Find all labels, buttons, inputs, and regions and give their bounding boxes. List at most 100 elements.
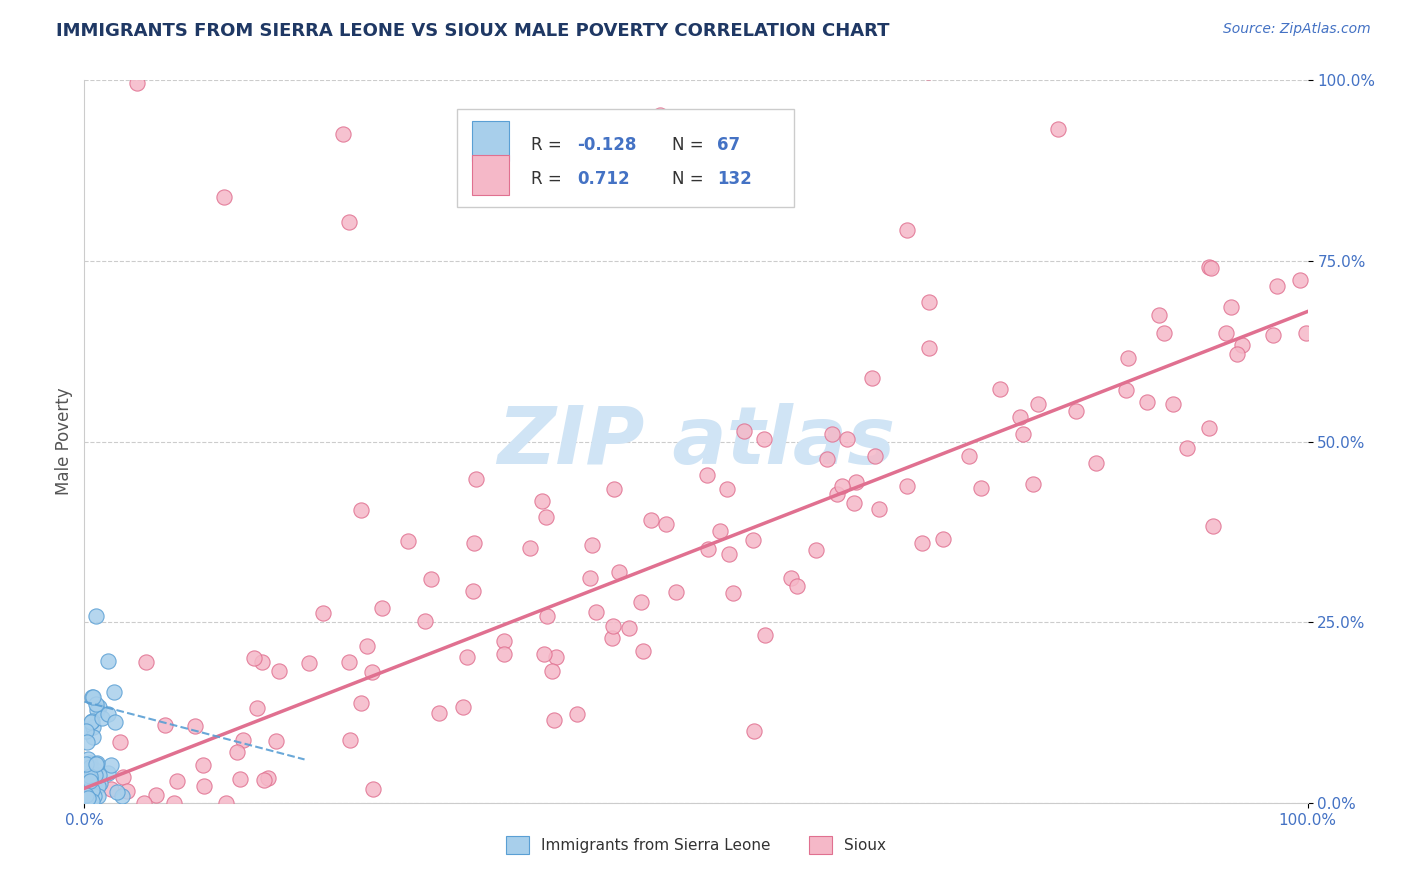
Point xyxy=(79,780,101,794)
Point xyxy=(127,76,149,90)
Point xyxy=(84,609,107,624)
Point xyxy=(860,371,883,385)
Point xyxy=(349,696,371,710)
Point xyxy=(494,648,516,662)
Point xyxy=(145,788,167,802)
Point xyxy=(77,784,100,798)
Point xyxy=(87,780,110,794)
Point xyxy=(831,479,853,493)
Point xyxy=(256,771,278,785)
Point xyxy=(77,780,100,794)
Point xyxy=(77,796,100,810)
Point xyxy=(97,654,120,668)
Point xyxy=(166,774,188,789)
Point xyxy=(1115,383,1137,397)
Point xyxy=(86,789,108,803)
Text: IMMIGRANTS FROM SIERRA LEONE VS SIOUX MALE POVERTY CORRELATION CHART: IMMIGRANTS FROM SIERRA LEONE VS SIOUX MA… xyxy=(56,22,890,40)
Point xyxy=(607,565,630,579)
Point xyxy=(427,706,450,720)
Point xyxy=(1265,279,1288,293)
Point xyxy=(246,700,269,714)
Point xyxy=(1136,395,1159,409)
Point xyxy=(100,758,122,772)
Point xyxy=(696,542,718,557)
Point xyxy=(579,572,602,586)
Point xyxy=(1046,121,1069,136)
Text: 0.712: 0.712 xyxy=(578,170,630,188)
Point xyxy=(361,665,384,680)
Point xyxy=(780,571,803,585)
Point xyxy=(845,475,868,489)
Point xyxy=(581,538,603,552)
Point xyxy=(1153,326,1175,341)
Point xyxy=(1198,421,1220,435)
Point xyxy=(153,718,176,732)
Point xyxy=(536,609,558,624)
Point xyxy=(75,762,97,776)
Point xyxy=(97,765,120,780)
Point xyxy=(752,432,775,446)
Point xyxy=(96,706,118,721)
Point xyxy=(786,579,808,593)
Text: Source: ZipAtlas.com: Source: ZipAtlas.com xyxy=(1223,22,1371,37)
Point xyxy=(602,619,624,633)
Point xyxy=(75,791,97,805)
Point xyxy=(1220,300,1243,314)
Point xyxy=(80,690,103,705)
Point xyxy=(76,735,98,749)
Point xyxy=(312,607,335,621)
Text: R =: R = xyxy=(531,136,567,154)
Point xyxy=(544,649,567,664)
Point xyxy=(104,715,127,730)
Point xyxy=(633,644,655,658)
Point xyxy=(82,720,104,734)
Text: N =: N = xyxy=(672,170,709,188)
Point xyxy=(91,711,114,725)
Point xyxy=(371,601,394,615)
Point xyxy=(543,714,565,728)
Point xyxy=(896,223,918,237)
Point xyxy=(721,585,744,599)
Point xyxy=(103,685,125,699)
Point xyxy=(456,650,478,665)
Point xyxy=(86,756,108,771)
Point xyxy=(617,621,640,635)
Point xyxy=(76,779,98,793)
Point xyxy=(79,794,101,808)
Point xyxy=(111,789,134,803)
Point xyxy=(718,548,741,562)
Point xyxy=(655,517,678,532)
Point xyxy=(80,783,103,797)
Point xyxy=(79,768,101,782)
Point xyxy=(534,509,557,524)
Point xyxy=(1066,404,1088,418)
Bar xyxy=(472,155,509,195)
Text: -0.128: -0.128 xyxy=(578,136,637,154)
Point xyxy=(804,543,827,558)
Point xyxy=(75,780,97,794)
Point xyxy=(76,758,98,772)
Point xyxy=(82,690,104,704)
Point xyxy=(112,770,135,784)
Point xyxy=(76,782,98,797)
Point xyxy=(79,759,101,773)
Point xyxy=(742,533,765,548)
Point xyxy=(135,655,157,669)
FancyBboxPatch shape xyxy=(457,109,794,207)
Point xyxy=(461,583,484,598)
Point xyxy=(932,532,955,546)
Point xyxy=(451,700,474,714)
Point xyxy=(815,451,838,466)
Point xyxy=(86,703,108,717)
Point xyxy=(75,757,97,772)
Point xyxy=(83,768,105,782)
Point xyxy=(602,482,624,496)
Text: 67: 67 xyxy=(717,136,740,154)
Point xyxy=(82,730,104,744)
Point xyxy=(464,472,486,486)
Point xyxy=(957,449,980,463)
Point xyxy=(1147,308,1170,322)
Point xyxy=(250,655,273,669)
Text: R =: R = xyxy=(531,170,567,188)
Point xyxy=(1201,519,1223,533)
